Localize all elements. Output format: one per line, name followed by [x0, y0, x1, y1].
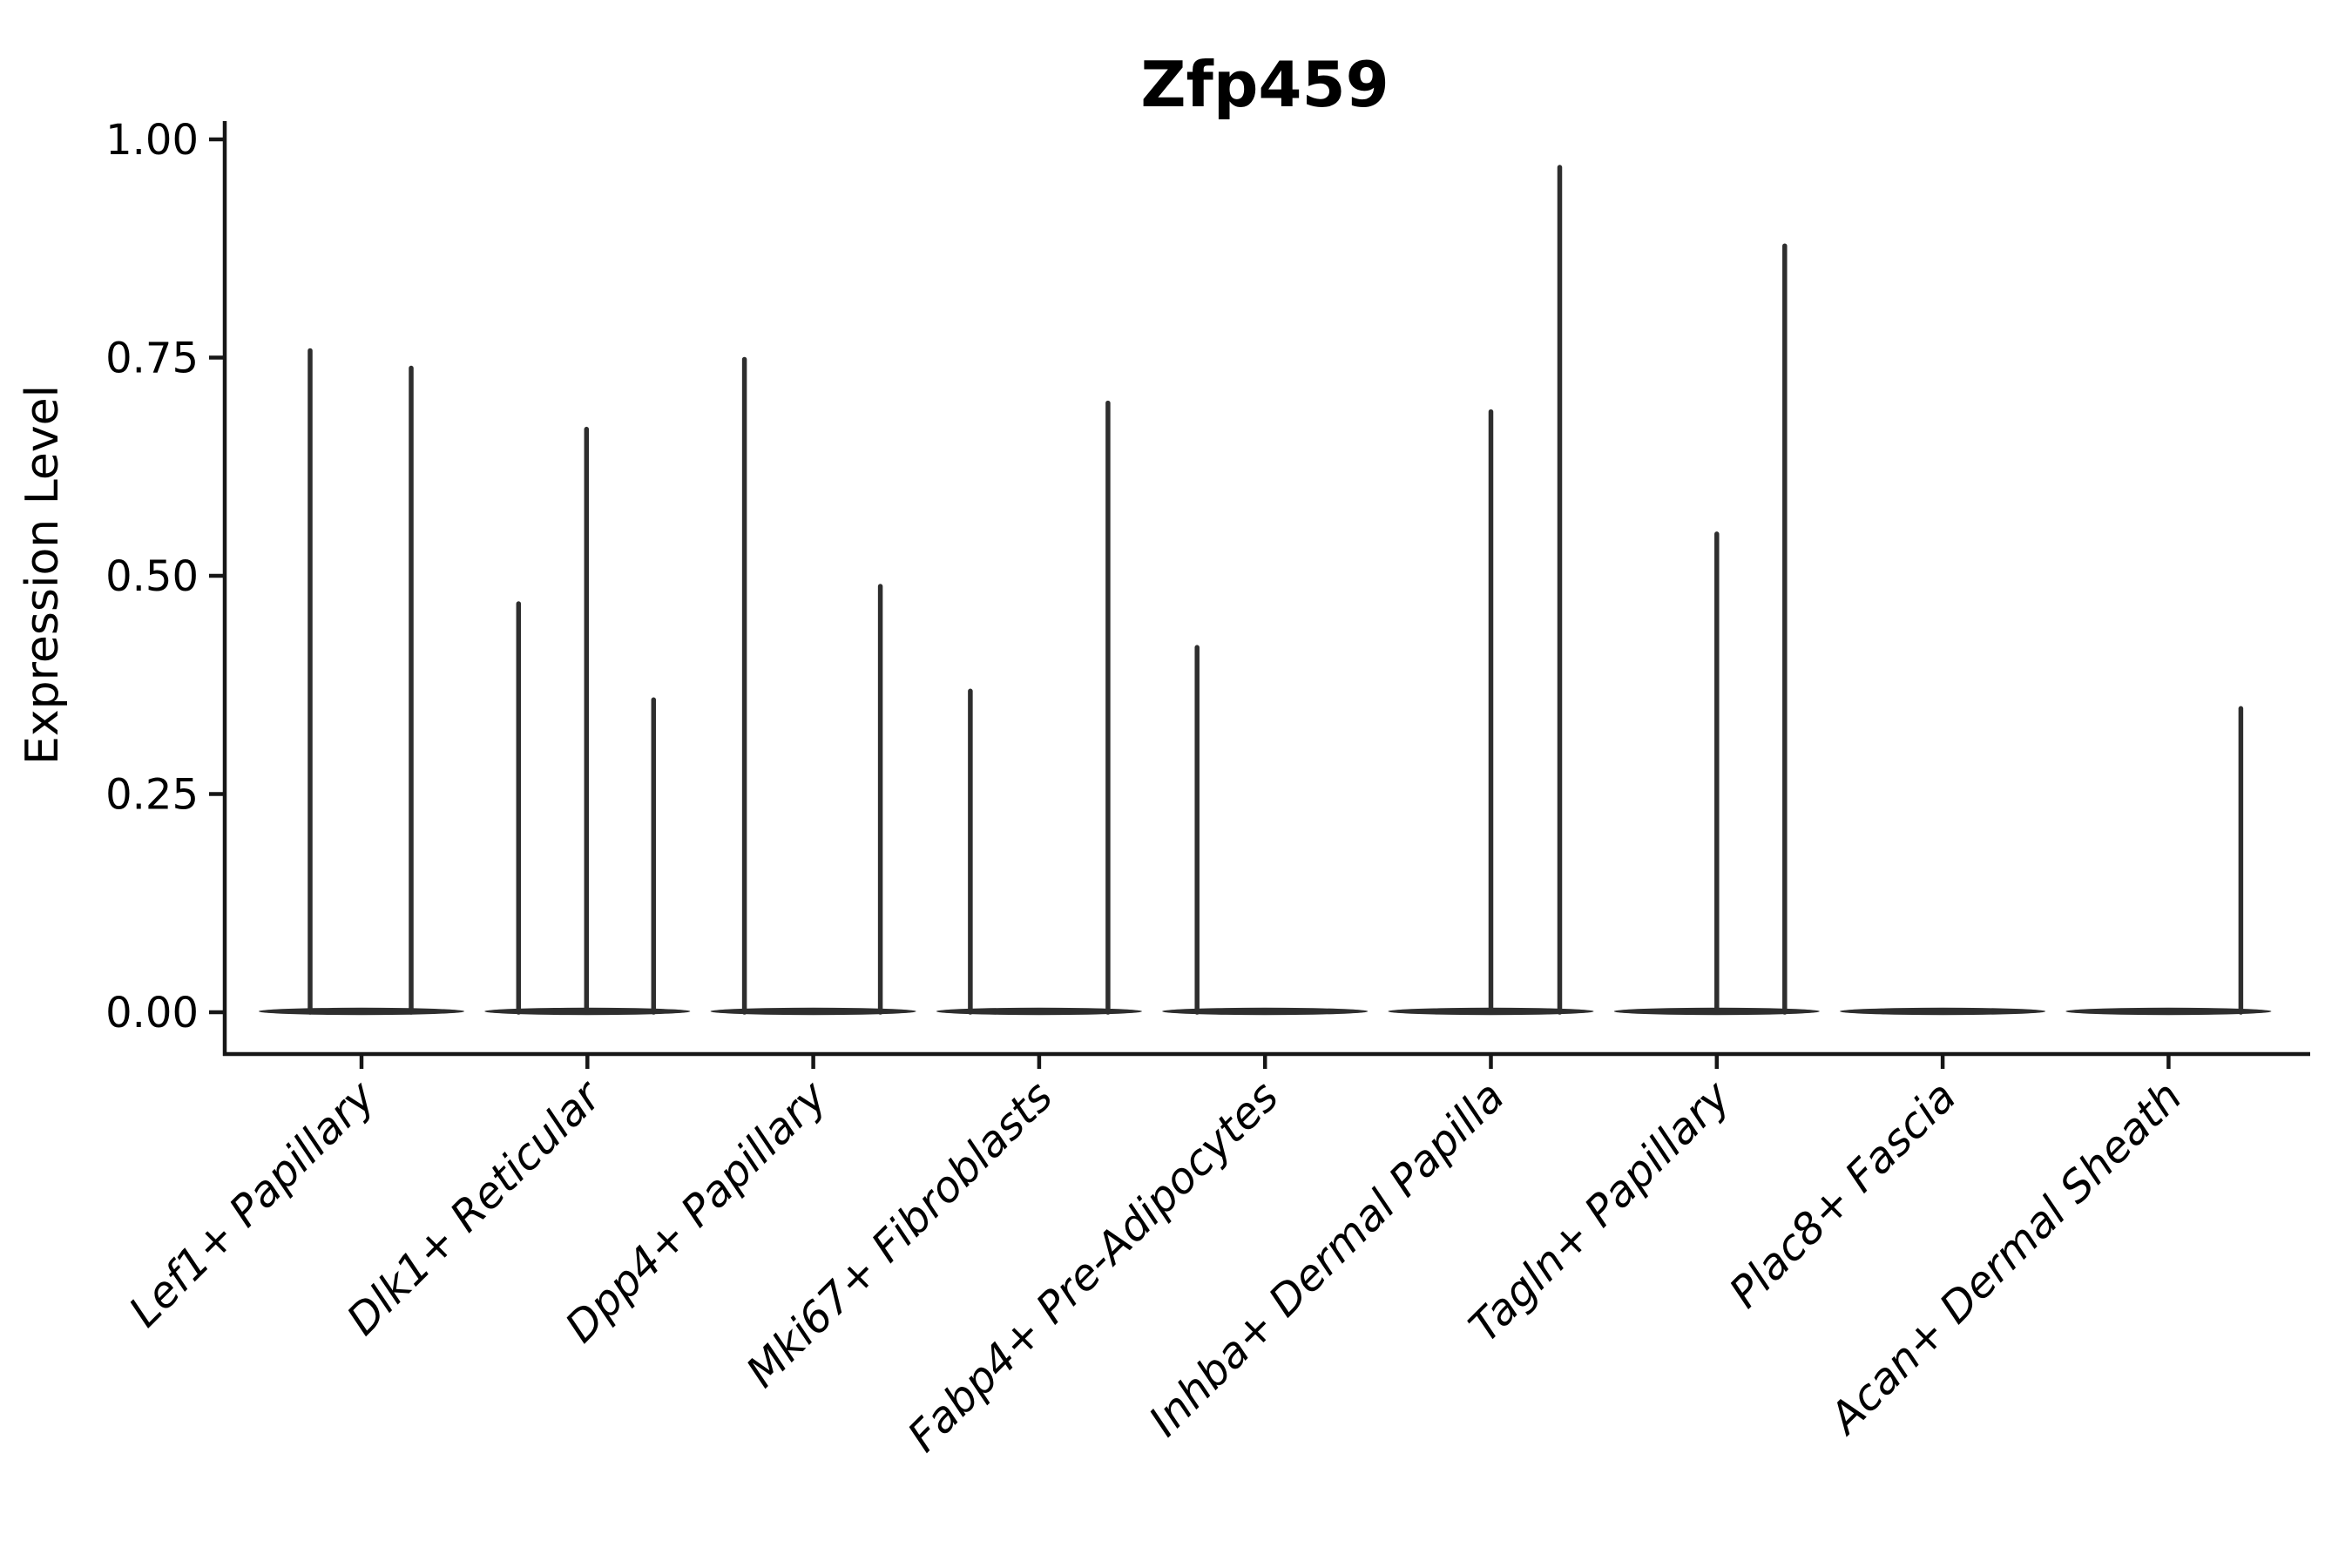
violin [2065, 706, 2272, 1016]
violin [710, 356, 916, 1016]
violin-baseline [936, 1007, 1142, 1016]
x-tick-label: Fabp4+ Pre-Adipocytes [898, 1071, 1288, 1462]
y-tick-label: 1.00 [105, 116, 199, 165]
violin [484, 426, 691, 1016]
violin [1162, 645, 1369, 1016]
y-tick-label: 0.50 [105, 552, 199, 601]
violin-baseline [259, 1007, 464, 1016]
violin [259, 348, 464, 1016]
y-tick-label: 0.25 [105, 771, 199, 820]
x-tick-label: Lef1+ Papillary [119, 1071, 385, 1336]
chart-title: Zfp459 [1140, 48, 1389, 121]
y-tick-label: 0.75 [105, 335, 199, 383]
violin-baseline [1840, 1007, 2046, 1016]
violin [1613, 243, 1820, 1016]
violins-group [259, 165, 2272, 1016]
y-axis-ticks-group: 0.00 0.25 0.50 0.75 1.00 [105, 116, 225, 1037]
violin [936, 400, 1142, 1016]
violin-baseline [1162, 1007, 1369, 1016]
violin [1388, 165, 1594, 1016]
x-tick-label: Plac8+ Fascia [1720, 1071, 1965, 1317]
violin [1840, 1007, 2046, 1016]
violin-baseline [710, 1007, 916, 1016]
y-tick-label: 0.00 [105, 989, 199, 1037]
spines-group [222, 121, 2310, 1057]
violin-baseline [2065, 1007, 2272, 1016]
y-axis-label: Expression Level [17, 385, 69, 765]
